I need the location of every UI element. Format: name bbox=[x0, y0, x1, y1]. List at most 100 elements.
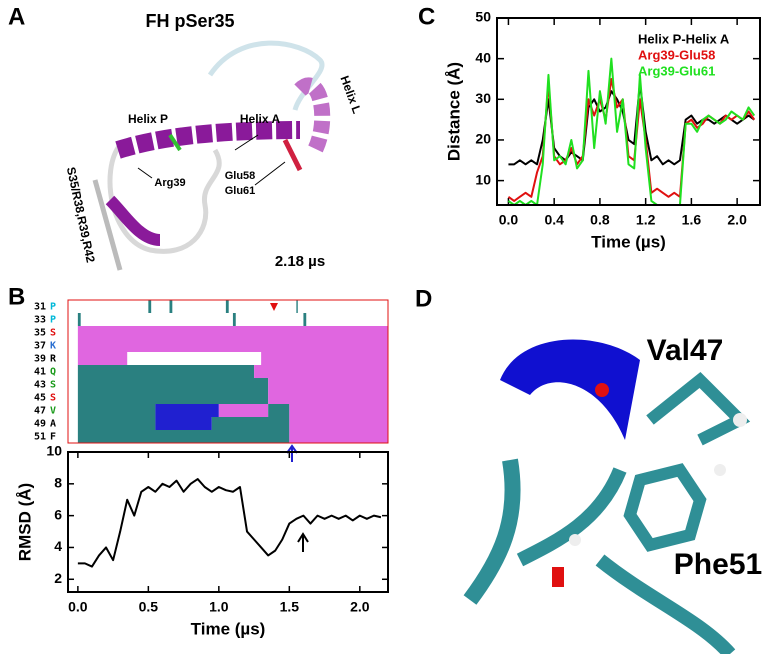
residue-letter: S bbox=[50, 328, 56, 339]
residue-number: 41 bbox=[34, 367, 46, 378]
structure-segment bbox=[225, 300, 229, 313]
label: Helix A bbox=[240, 112, 281, 126]
marker bbox=[270, 303, 278, 311]
residue-letter: V bbox=[50, 406, 56, 417]
plot-frame bbox=[496, 17, 761, 206]
time-label: 2.18 µs bbox=[275, 253, 325, 270]
y-tick-label: 40 bbox=[475, 49, 491, 65]
panel-letter: A bbox=[8, 3, 25, 30]
structure-segment bbox=[77, 352, 128, 365]
x-tick-label: 2.0 bbox=[350, 599, 370, 615]
panel-letter: C bbox=[418, 3, 435, 30]
label: Val47 bbox=[647, 334, 724, 367]
structure-segment bbox=[77, 391, 269, 404]
residue-letter: S bbox=[50, 393, 56, 404]
x-tick-label: 1.0 bbox=[209, 599, 229, 615]
arrow bbox=[286, 444, 298, 462]
structure-segment bbox=[77, 417, 156, 430]
structure-segment bbox=[148, 300, 152, 313]
residue-letter: P bbox=[50, 315, 56, 326]
structure-segment bbox=[169, 300, 173, 313]
panel-title: FH pSer35 bbox=[145, 11, 234, 31]
structure-segment bbox=[155, 417, 212, 430]
structure-segment bbox=[77, 313, 81, 326]
structure-segment bbox=[296, 300, 298, 313]
structure-segment bbox=[77, 378, 269, 391]
structure-segment bbox=[268, 391, 388, 404]
residue-number: 45 bbox=[34, 393, 46, 404]
molecule-d bbox=[463, 324, 751, 654]
structure-segment bbox=[268, 378, 388, 391]
panel-letter: B bbox=[8, 283, 25, 310]
label: Helix P bbox=[128, 112, 168, 126]
x-axis-label: Time (µs) bbox=[191, 619, 266, 638]
structure-segment bbox=[268, 404, 290, 417]
label: S35/R38,R39,R42 bbox=[64, 166, 98, 264]
structure-segment bbox=[289, 430, 388, 443]
residue-number: 49 bbox=[34, 419, 46, 430]
x-tick-label: 1.2 bbox=[636, 212, 656, 228]
residue-letter: F bbox=[50, 432, 56, 443]
panel-letter: D bbox=[415, 285, 432, 312]
legend-entry: Arg39-Glu58 bbox=[638, 47, 715, 62]
label: Glu61 bbox=[225, 185, 256, 197]
x-tick-label: 2.0 bbox=[727, 212, 747, 228]
residue-number: 47 bbox=[34, 406, 46, 417]
residue-letter: A bbox=[50, 419, 56, 430]
structure-segment bbox=[232, 313, 236, 326]
residue-number: 31 bbox=[34, 302, 46, 313]
structure-segment bbox=[77, 365, 255, 378]
y-tick-label: 50 bbox=[475, 9, 491, 25]
structure-segment bbox=[218, 404, 269, 417]
structure-segment bbox=[289, 404, 388, 417]
molecule-a bbox=[92, 40, 331, 271]
y-tick-label: 10 bbox=[475, 171, 491, 187]
structure-segment bbox=[303, 313, 307, 326]
label: Glu58 bbox=[225, 170, 256, 182]
x-tick-label: 0.5 bbox=[139, 599, 159, 615]
plot-frame bbox=[67, 451, 389, 593]
x-tick-label: 0.8 bbox=[590, 212, 610, 228]
structure-segment bbox=[155, 404, 219, 417]
residue-letter: Q bbox=[50, 367, 56, 378]
y-tick-label: 20 bbox=[475, 131, 491, 147]
data-line bbox=[77, 478, 382, 568]
y-tick-label: 30 bbox=[475, 90, 491, 106]
y-tick-label: 8 bbox=[54, 475, 62, 491]
residue-number: 51 bbox=[34, 432, 46, 443]
x-tick-label: 0.0 bbox=[499, 212, 519, 228]
x-axis-label: Time (µs) bbox=[591, 232, 666, 251]
residue-letter: P bbox=[50, 302, 56, 313]
y-tick-label: 6 bbox=[54, 506, 62, 522]
residue-number: 37 bbox=[34, 341, 46, 352]
x-tick-label: 0.0 bbox=[68, 599, 88, 615]
structure-segment bbox=[289, 417, 388, 430]
residue-number: 43 bbox=[34, 380, 46, 391]
residue-letter: R bbox=[50, 354, 57, 365]
structure-segment bbox=[77, 404, 156, 417]
plot-frame bbox=[67, 299, 389, 444]
arrow bbox=[297, 532, 309, 552]
label: Arg39 bbox=[154, 177, 185, 189]
y-axis-label: Distance (Å) bbox=[444, 62, 463, 161]
y-axis-label: RMSD (Å) bbox=[15, 483, 34, 561]
legend-entry: Helix P-Helix A bbox=[638, 31, 730, 46]
residue-number: 39 bbox=[34, 354, 46, 365]
residue-letter: S bbox=[50, 380, 56, 391]
residue-number: 33 bbox=[34, 315, 46, 326]
x-tick-label: 0.4 bbox=[544, 212, 564, 228]
structure-segment bbox=[261, 352, 388, 365]
data-line bbox=[507, 77, 756, 202]
label: Phe51 bbox=[674, 548, 762, 581]
structure-segment bbox=[77, 430, 290, 443]
y-tick-label: 10 bbox=[46, 443, 62, 459]
x-tick-label: 1.6 bbox=[682, 212, 702, 228]
legend-entry: Arg39-Glu61 bbox=[638, 63, 715, 78]
structure-segment bbox=[254, 365, 388, 378]
residue-letter: K bbox=[50, 341, 56, 352]
structure-segment bbox=[77, 326, 388, 339]
x-tick-label: 1.5 bbox=[280, 599, 300, 615]
label: Helix L bbox=[337, 74, 364, 116]
structure-segment bbox=[211, 417, 290, 430]
